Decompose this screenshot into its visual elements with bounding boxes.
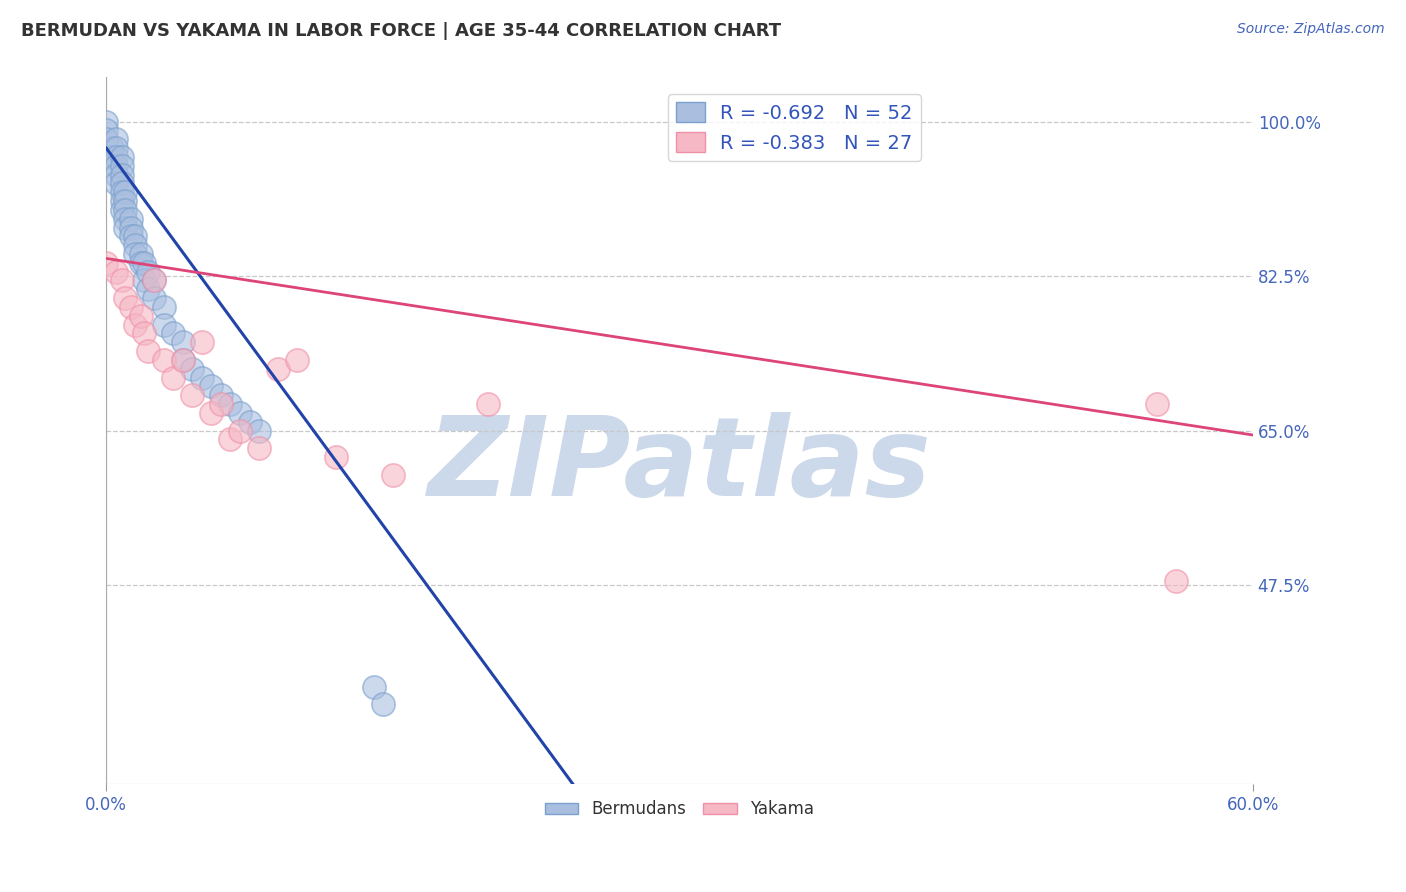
Point [120, 300, 142, 314]
Point [114, 185, 136, 199]
Point [120, 211, 142, 226]
Point [325, 450, 347, 464]
Point [229, 406, 252, 420]
Point [229, 424, 252, 438]
Text: Source: ZipAtlas.com: Source: ZipAtlas.com [1237, 22, 1385, 37]
Point [136, 282, 159, 296]
Point [136, 265, 159, 279]
Point [143, 291, 166, 305]
Point [124, 238, 146, 252]
Point [162, 370, 184, 384]
Point [104, 150, 127, 164]
Point [363, 680, 385, 694]
Point [1146, 397, 1168, 411]
Point [114, 291, 136, 305]
Point [124, 229, 146, 244]
Point [110, 168, 132, 182]
Point [96, 132, 118, 146]
Point [129, 309, 152, 323]
Point [104, 159, 127, 173]
Point [120, 220, 142, 235]
Point [267, 361, 290, 376]
Point [381, 467, 404, 482]
Text: ZIPatlas: ZIPatlas [427, 412, 931, 519]
Point [124, 247, 146, 261]
Point [238, 415, 260, 429]
Point [373, 698, 395, 712]
Point [209, 388, 232, 402]
Point [172, 335, 194, 350]
Point [191, 335, 214, 350]
Point [129, 256, 152, 270]
Point [129, 247, 152, 261]
Point [152, 353, 174, 368]
Point [96, 256, 118, 270]
Point [96, 114, 118, 128]
Point [209, 397, 232, 411]
Point [104, 265, 127, 279]
Point [136, 344, 159, 359]
Point [110, 150, 132, 164]
Point [110, 159, 132, 173]
Point [219, 397, 242, 411]
Legend: Bermudans, Yakama: Bermudans, Yakama [538, 794, 821, 825]
Point [152, 300, 174, 314]
Point [285, 353, 308, 368]
Point [172, 353, 194, 368]
Point [219, 433, 242, 447]
Point [104, 141, 127, 155]
Point [101, 150, 124, 164]
Point [134, 256, 156, 270]
Point [200, 379, 222, 393]
Point [101, 141, 124, 155]
Point [477, 397, 499, 411]
Point [200, 406, 222, 420]
Point [181, 361, 204, 376]
Point [134, 326, 156, 341]
Point [120, 229, 142, 244]
Point [172, 353, 194, 368]
Point [247, 424, 270, 438]
Point [110, 202, 132, 217]
Point [114, 202, 136, 217]
Point [110, 177, 132, 191]
Point [247, 442, 270, 456]
Point [114, 211, 136, 226]
Point [96, 123, 118, 137]
Point [181, 388, 204, 402]
Point [143, 273, 166, 287]
Point [191, 370, 214, 384]
Point [114, 220, 136, 235]
Point [110, 273, 132, 287]
Point [124, 318, 146, 332]
Point [104, 168, 127, 182]
Point [104, 132, 127, 146]
Point [110, 194, 132, 208]
Point [162, 326, 184, 341]
Text: BERMUDAN VS YAKAMA IN LABOR FORCE | AGE 35-44 CORRELATION CHART: BERMUDAN VS YAKAMA IN LABOR FORCE | AGE … [21, 22, 782, 40]
Point [104, 177, 127, 191]
Point [110, 185, 132, 199]
Point [114, 194, 136, 208]
Point [143, 273, 166, 287]
Point [152, 318, 174, 332]
Point [1166, 574, 1188, 588]
Point [134, 273, 156, 287]
